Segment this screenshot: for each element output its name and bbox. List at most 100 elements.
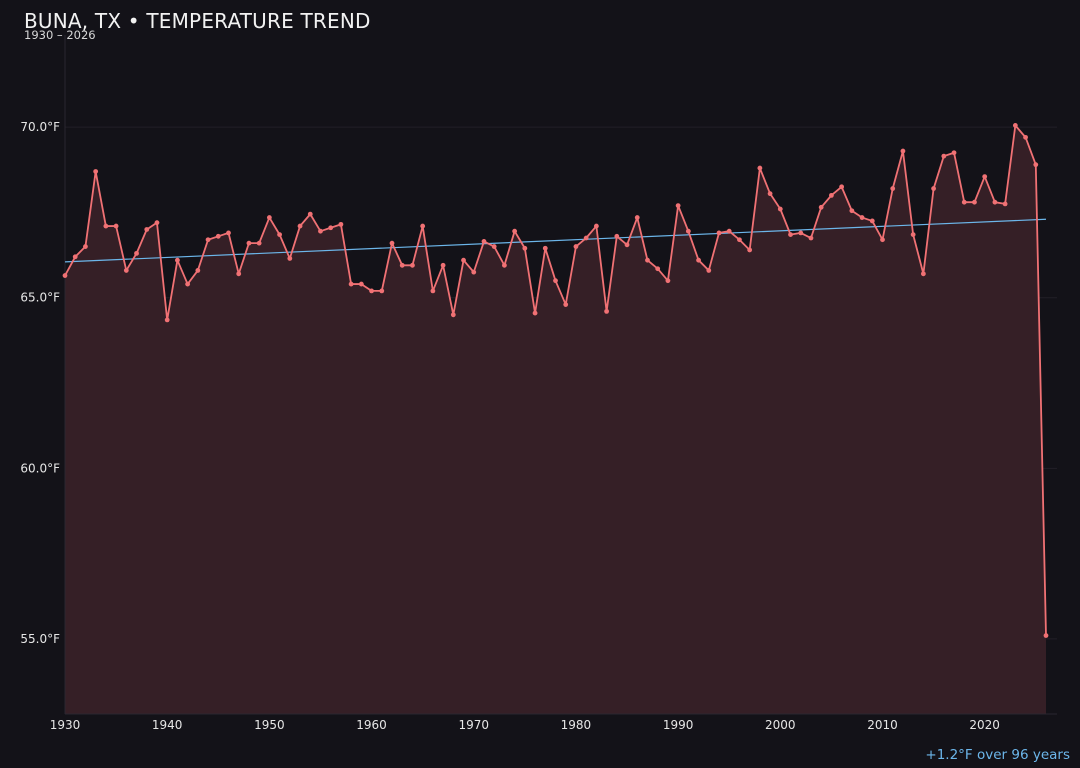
data-point [287, 256, 293, 261]
data-point [798, 230, 804, 236]
x-tick-label: 1930 [50, 718, 81, 732]
data-point [685, 228, 691, 234]
data-point [563, 302, 569, 307]
data-point [430, 288, 436, 294]
data-point [154, 220, 160, 226]
data-point [900, 148, 906, 154]
x-tick-label: 1950 [254, 718, 285, 732]
data-point [767, 191, 773, 197]
x-tick-label: 2000 [765, 718, 796, 732]
x-tick-labels: 1930 1940 1950 1960 1970 1980 1990 2000 2010 2020 [50, 718, 1000, 732]
data-point [144, 227, 150, 232]
data-point [747, 247, 753, 253]
data-point [307, 211, 313, 217]
data-point [72, 254, 78, 260]
data-point [829, 192, 834, 198]
data-point [399, 262, 405, 268]
data-point [788, 232, 793, 238]
data-point [379, 288, 385, 294]
x-tick-label: 1980 [561, 718, 592, 732]
data-point [604, 308, 609, 314]
data-point [215, 233, 221, 239]
data-point [1012, 123, 1018, 128]
trend-line [64, 218, 1047, 263]
data-point [348, 281, 354, 287]
x-tick-label: 1990 [663, 718, 694, 732]
data-point [410, 262, 415, 268]
data-point [1033, 162, 1039, 168]
data-point [338, 221, 344, 227]
y-tick-label: 60.0°F [20, 461, 60, 475]
data-point [880, 237, 885, 243]
data-point [277, 232, 282, 238]
data-points [62, 123, 1049, 638]
area-fill [65, 125, 1046, 714]
data-point [236, 271, 242, 277]
data-point [849, 208, 855, 214]
axes [64, 35, 1057, 715]
trend-summary-annotation: +1.2°F over 96 years [925, 747, 1070, 763]
data-point [389, 240, 395, 246]
data-point [706, 268, 712, 273]
data-point [246, 240, 252, 246]
data-point [461, 257, 466, 263]
data-point [113, 223, 119, 229]
data-point [532, 310, 538, 316]
data-point [205, 237, 211, 243]
data-point [808, 235, 814, 241]
data-point [573, 244, 579, 249]
data-point [716, 230, 722, 236]
trend-group [64, 218, 1047, 263]
data-point [522, 245, 528, 251]
data-point [931, 186, 936, 191]
data-point [583, 235, 589, 241]
data-point [297, 223, 303, 229]
data-point [553, 278, 558, 284]
data-point [450, 312, 456, 318]
y-tick-label: 55.0°F [20, 632, 60, 646]
data-point [83, 244, 88, 249]
data-point [175, 257, 180, 263]
chart-subtitle: 1930 – 2026 [24, 28, 96, 42]
data-point [62, 273, 68, 278]
y-tick-labels: 55.0°F 60.0°F 65.0°F 70.0°F [20, 120, 60, 646]
data-point [1043, 633, 1049, 638]
data-point [982, 174, 988, 180]
data-point [941, 153, 947, 159]
data-point [777, 206, 783, 212]
data-point [675, 203, 681, 209]
data-point [123, 268, 129, 273]
data-point [818, 204, 824, 210]
data-point [491, 244, 497, 249]
data-point [256, 240, 262, 246]
data-point [910, 232, 916, 238]
data-point [593, 223, 599, 229]
data-point [328, 225, 334, 231]
data-point [440, 262, 446, 268]
data-point [726, 228, 732, 234]
x-tick-label: 2020 [969, 718, 1000, 732]
data-point [920, 271, 926, 277]
y-tick-label: 70.0°F [20, 120, 60, 134]
y-tick-label: 65.0°F [20, 291, 60, 305]
data-point [655, 266, 661, 272]
data-point [195, 268, 201, 273]
data-point [512, 228, 518, 234]
data-point [266, 215, 272, 220]
data-point [481, 239, 487, 244]
x-tick-label: 2010 [867, 718, 898, 732]
data-point [869, 218, 875, 224]
data-point [859, 215, 865, 220]
data-point [369, 288, 374, 294]
data-point [890, 186, 896, 191]
data-point [614, 233, 620, 239]
data-point [961, 199, 967, 205]
data-point [502, 262, 507, 268]
data-point [645, 257, 650, 263]
data-point [1002, 201, 1008, 207]
data-point [951, 150, 957, 156]
data-point [134, 250, 139, 256]
chart-title: BUNA, TX • TEMPERATURE TREND [24, 9, 371, 33]
